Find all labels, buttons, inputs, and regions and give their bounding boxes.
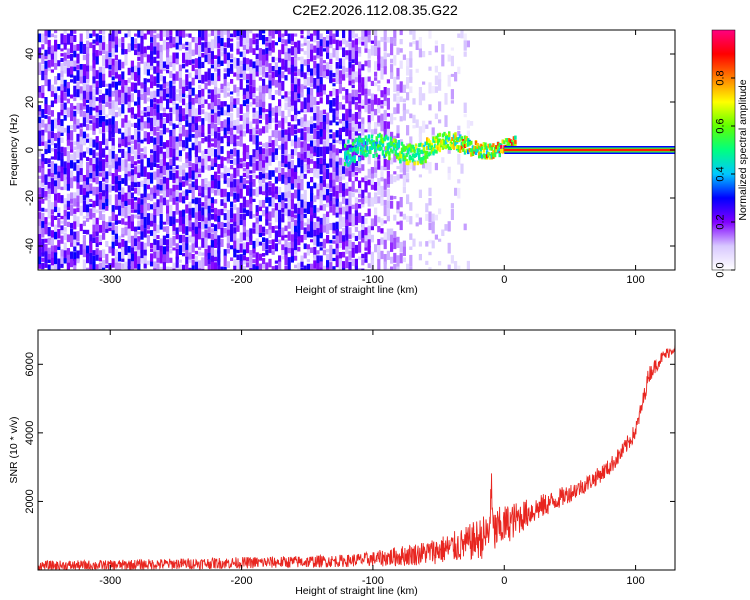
y-tick-label: -40 bbox=[24, 238, 36, 254]
x-tick-label: -200 bbox=[231, 274, 253, 286]
colorbar-tick-label: 0.2 bbox=[714, 214, 726, 229]
colorbar-tick-label: 0.6 bbox=[714, 118, 726, 133]
y-axis-label: SNR (10 * v/v) bbox=[8, 416, 20, 483]
colorbar-label: Normalized spectral amplitude bbox=[737, 79, 749, 220]
x-tick-label: -300 bbox=[99, 575, 121, 587]
colorbar-tick-label: 0.8 bbox=[714, 70, 726, 85]
x-tick-label: 0 bbox=[501, 274, 507, 286]
y-tick-label: 0 bbox=[24, 147, 36, 153]
colorbar: 0.0 0.2 0.4 0.6 0.8 Normalized spectral ampli… bbox=[711, 29, 749, 278]
y-tick-label: 6000 bbox=[24, 352, 36, 376]
y-tick-label: 20 bbox=[24, 96, 36, 108]
y-tick-label: 40 bbox=[24, 48, 36, 60]
colorbar-tick-label: 0.0 bbox=[714, 262, 726, 277]
snr-series-line bbox=[38, 343, 675, 570]
y-tick-label: 4000 bbox=[24, 421, 36, 445]
y-tick-label: 2000 bbox=[24, 489, 36, 513]
x-tick-label: -200 bbox=[231, 575, 253, 587]
snr-frame bbox=[37, 329, 676, 571]
spectrogram-image bbox=[38, 30, 675, 270]
colorbar-gradient bbox=[712, 30, 735, 270]
colorbar-tick-label: 0.4 bbox=[714, 166, 726, 181]
chart-title: C2E2.2026.112.08.35.G22 bbox=[292, 2, 458, 18]
x-axis-label: Height of straight line (km) bbox=[295, 284, 418, 296]
y-tick-label: -20 bbox=[24, 190, 36, 206]
x-tick-label: -100 bbox=[362, 575, 384, 587]
snr-panel: -300 -200 -100 0 100 2000 4000 6000 Height of st… bbox=[8, 329, 676, 597]
x-tick-label: -100 bbox=[362, 274, 384, 286]
x-tick-label: 100 bbox=[626, 274, 644, 286]
x-tick-label: 100 bbox=[626, 575, 644, 587]
x-axis-label: Height of straight line (km) bbox=[295, 585, 418, 597]
x-tick-label: -300 bbox=[99, 274, 121, 286]
y-axis-label: Frequency (Hz) bbox=[8, 114, 20, 186]
x-tick-label: 0 bbox=[501, 575, 507, 587]
